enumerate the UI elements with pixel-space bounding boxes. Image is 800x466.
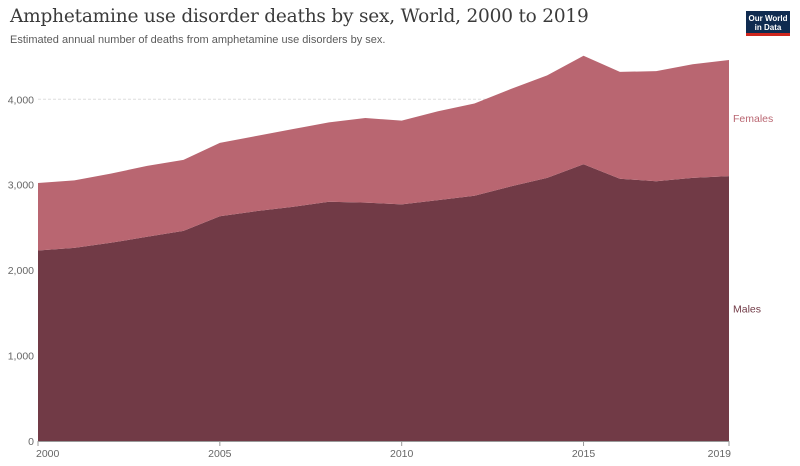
area-males	[38, 164, 729, 442]
x-tick-label: 2015	[572, 448, 596, 460]
x-tick-label: 2000	[36, 448, 60, 460]
chart-title: Amphetamine use disorder deaths by sex, …	[10, 6, 589, 27]
series-label-males: Males	[733, 304, 761, 316]
area-series	[38, 55, 729, 442]
owid-logo[interactable]: Our World in Data	[746, 11, 790, 36]
chart-subtitle: Estimated annual number of deaths from a…	[10, 34, 386, 46]
y-tick-label: 4,000	[8, 94, 34, 106]
series-label-females: Females	[733, 113, 773, 125]
logo-line-1: Our World	[748, 14, 788, 23]
axes: 0 1,000 2,000 3,000 4,000 2000 2005 2010 2015 201…	[8, 94, 731, 460]
logo-line-2: in Data	[754, 23, 782, 32]
y-tick-label: 3,000	[8, 180, 34, 192]
area-females	[38, 55, 729, 251]
y-tick-label: 1,000	[8, 351, 34, 363]
y-tick-label: 2,000	[8, 265, 34, 277]
x-tick-label: 2019	[708, 448, 732, 460]
x-tick-label: 2010	[390, 448, 414, 460]
x-tick-label: 2005	[208, 448, 232, 460]
series-labels: Males Females	[733, 113, 773, 316]
y-tick-label: 0	[28, 436, 34, 448]
